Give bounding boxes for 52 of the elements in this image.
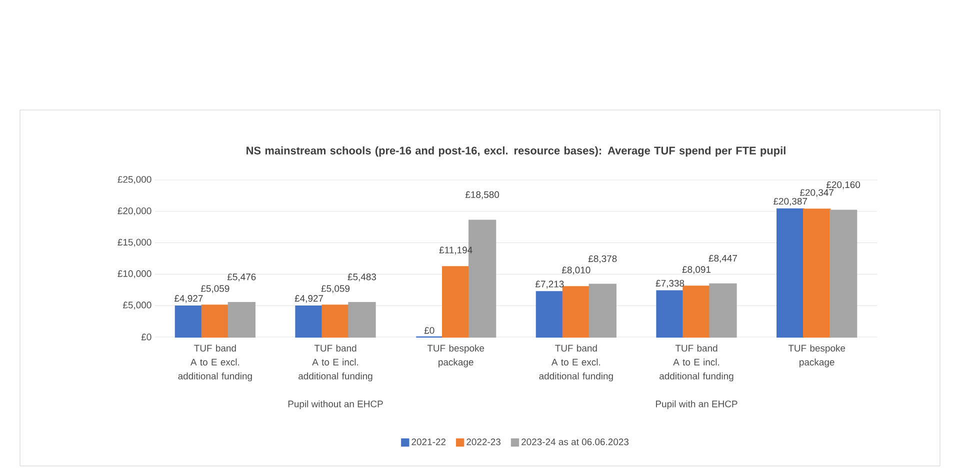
bar xyxy=(442,266,470,338)
data-label: £0 xyxy=(424,327,434,334)
bar xyxy=(562,286,590,338)
data-label: £20,347 xyxy=(800,189,834,198)
bar xyxy=(803,208,831,338)
data-label: £5,059 xyxy=(200,285,230,294)
x-tick-label: TUF bespoke package xyxy=(788,344,846,368)
x-tick-label: TUF band A to E incl. additional funding xyxy=(660,344,734,382)
bar xyxy=(348,302,376,338)
bar xyxy=(536,291,564,338)
data-label: £7,338 xyxy=(656,280,684,288)
text: Pupil with an EHCP xyxy=(656,400,738,410)
data-label: £11,194 xyxy=(439,246,472,254)
bar xyxy=(709,283,737,338)
data-label: £5,483 xyxy=(348,274,376,282)
bar xyxy=(682,286,710,338)
y-tick-label: £0 xyxy=(141,334,152,340)
bar xyxy=(829,210,858,338)
legend-label: 2023-24 as at 06.06.2023 xyxy=(522,438,629,446)
data-label: £8,091 xyxy=(682,266,711,274)
data-label: £20,387 xyxy=(774,198,807,206)
x-tick-label: TUF bespoke package xyxy=(427,344,484,368)
data-label: £4,927 xyxy=(174,295,203,303)
y-tick-label: £5,000 xyxy=(122,302,152,310)
y-tick-label: £25,000 xyxy=(118,176,152,184)
x-tick-label: TUF band A to E excl. additional funding xyxy=(539,344,613,382)
data-label: £8,378 xyxy=(588,255,617,264)
x-tick-label: TUF band A to E excl. additional funding xyxy=(178,344,252,382)
bar xyxy=(228,302,256,338)
data-label: £7,213 xyxy=(535,280,564,288)
data-label: £8,447 xyxy=(708,254,737,263)
x-tick-label: TUF band A to E incl. additional funding xyxy=(298,344,372,382)
data-label: £18,580 xyxy=(465,191,500,200)
legend-label: 2021-22 xyxy=(412,438,446,446)
bar xyxy=(776,208,804,338)
legend-label: 2022-23 xyxy=(466,438,500,446)
bar xyxy=(588,284,616,338)
text: Pupil without an EHCP xyxy=(288,400,383,410)
chart-title: NS mainstream schools (pre-16 and post-16, excl. resource bases): Average TUF spend per FTE pupil xyxy=(246,146,786,157)
bar xyxy=(201,304,230,338)
data-label: £20,160 xyxy=(826,181,860,190)
bar xyxy=(174,305,203,338)
y-tick-label: £20,000 xyxy=(118,207,152,216)
bar xyxy=(322,304,350,338)
data-label: £5,476 xyxy=(227,274,256,282)
data-label: £4,927 xyxy=(294,295,324,303)
y-tick-label: £15,000 xyxy=(118,238,152,247)
bar xyxy=(656,290,684,338)
y-tick-label: £10,000 xyxy=(118,270,152,278)
data-label: £5,059 xyxy=(321,285,350,294)
bar xyxy=(295,305,323,338)
data-label: £8,010 xyxy=(562,266,590,274)
